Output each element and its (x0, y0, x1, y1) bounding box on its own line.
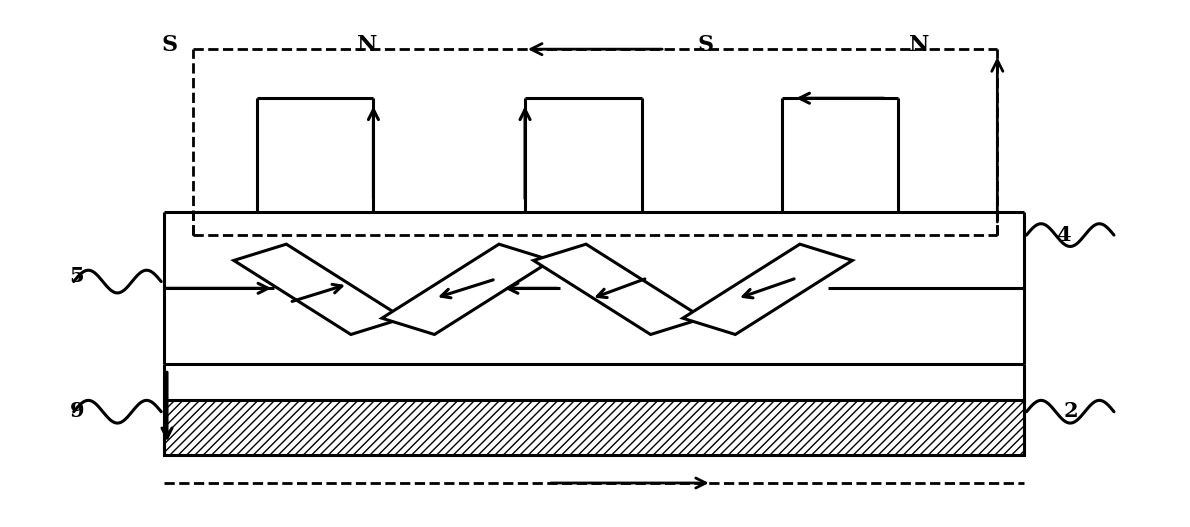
Bar (163, 401, 1025, 455)
Text: N: N (909, 34, 929, 56)
Text: 4: 4 (1056, 225, 1070, 245)
Text: S: S (697, 34, 714, 56)
Text: 2: 2 (1064, 401, 1078, 421)
Text: 9: 9 (69, 401, 84, 421)
Text: S: S (162, 34, 177, 56)
Polygon shape (683, 244, 852, 335)
Polygon shape (533, 244, 703, 335)
Polygon shape (233, 244, 403, 335)
Polygon shape (382, 244, 551, 335)
Bar (163, 401, 1025, 455)
Text: N: N (357, 34, 377, 56)
Text: 5: 5 (69, 267, 84, 286)
